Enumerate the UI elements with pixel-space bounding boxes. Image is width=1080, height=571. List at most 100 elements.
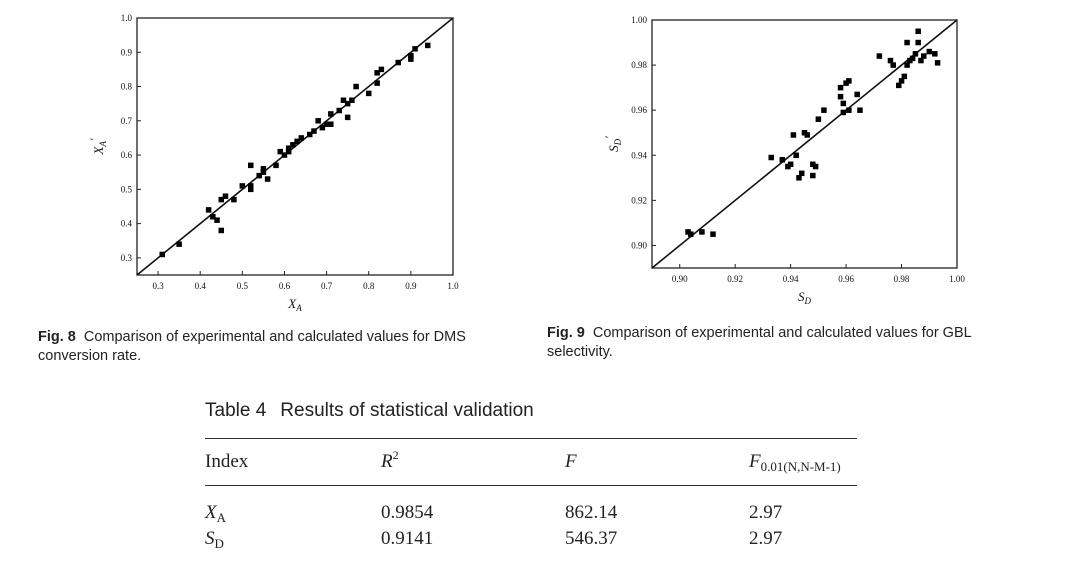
fig9-x-tick-label: 0.96 <box>838 274 854 284</box>
fig9-data-point <box>787 161 794 168</box>
fig8-data-point <box>277 148 284 155</box>
fig9-data-point <box>857 107 863 113</box>
fig9-data-point <box>932 51 938 57</box>
table-title: Table 4 Results of statistical validation <box>205 400 857 428</box>
fig8-data-point <box>336 107 342 114</box>
fig8-y-tick-label: 0.3 <box>121 253 133 263</box>
table-header-row: Index R2 F F0.01(N,N-M-1) <box>205 439 857 485</box>
header-r2: R2 <box>381 448 399 472</box>
fig9-plot-area: 0.90 0.92 0.94 0.96 0.98 1.00 0.90 0.92 0.94 0.96… <box>602 15 965 306</box>
fig8-data-point <box>159 251 166 258</box>
fig8-plot-area: 0.3 0.4 0.5 0.6 0.7 0.8 0.9 1.0 0.3 0.4 0.5 0.6 0.7 0… <box>87 13 459 313</box>
fig9-data-point <box>796 175 802 181</box>
fig9-data-point <box>934 60 941 66</box>
row-f-value: 546.37 <box>565 528 618 549</box>
fig9-data-point <box>812 163 819 170</box>
fig9-x-tick-label: 0.90 <box>672 274 688 284</box>
fig9-data-point <box>815 116 822 122</box>
fig8-data-point <box>273 162 279 169</box>
fig9-x-tick-label: 0.92 <box>727 274 743 284</box>
row-index-sd: SD <box>205 528 224 551</box>
fig8-data-point <box>408 56 414 62</box>
fig8-data-point <box>306 131 313 138</box>
fig8-data-point <box>344 100 351 107</box>
fig8-x-tick-label: 0.5 <box>237 281 249 291</box>
fig9-y-tick-label: 0.90 <box>631 240 647 250</box>
fig8-data-point <box>365 90 372 97</box>
fig8-y-tick-label: 0.8 <box>121 82 133 92</box>
fig8-data-point <box>395 59 401 66</box>
fig8-data-point <box>349 97 355 103</box>
fig8-plot-frame <box>136 17 454 276</box>
fig8-data-point <box>323 121 330 127</box>
fig9-data-point <box>699 229 705 235</box>
fig9-data-point <box>846 78 852 84</box>
fig8-y-tick-label: 0.7 <box>121 116 133 126</box>
fig8-data-point <box>248 186 254 193</box>
fig9-data-point <box>804 132 811 138</box>
fig8-data-point <box>319 124 326 131</box>
fig8-data-point <box>353 83 359 90</box>
fig8-data-point <box>328 121 334 127</box>
fig9-data-point <box>779 157 786 163</box>
fig8-data-point <box>424 42 431 49</box>
fig9-data-point <box>896 82 902 89</box>
fig9-data-point <box>793 152 799 159</box>
fig8-data-point <box>315 118 321 124</box>
fig8-data-point <box>256 172 262 179</box>
fig9-x-tick-label: 0.94 <box>783 274 799 284</box>
fig8-data-point <box>222 193 229 199</box>
fig8-data-point <box>264 176 271 182</box>
fig8-x-tick-label: 0.9 <box>405 281 417 291</box>
fig8-data-point <box>412 46 418 52</box>
header-f: F <box>565 451 577 472</box>
fig9-caption-label: Fig. 9 <box>547 325 585 341</box>
row-r2-value: 0.9854 <box>381 502 434 523</box>
table-header-rule <box>205 485 857 486</box>
fig8-data-point <box>205 207 212 213</box>
fig8-data-point <box>218 196 225 203</box>
header-index: Index <box>205 451 249 472</box>
fig8-data-point <box>248 162 254 169</box>
fig9-data-point <box>918 57 924 64</box>
fig8-caption: Fig. 8 Comparison of experimental and cal… <box>38 328 528 366</box>
fig9-data-point <box>904 62 910 68</box>
fig9-data-point <box>685 229 691 235</box>
fig8-data-point <box>378 66 385 73</box>
fig9-caption: Fig. 9 Comparison of experimental and cal… <box>547 324 1037 362</box>
fig8-y-tick-label: 0.6 <box>121 150 133 160</box>
fig8-data-point <box>231 196 237 203</box>
fig8-x-tick-label: 0.8 <box>363 281 375 291</box>
fig8-data-point <box>176 241 182 247</box>
fig9-data-point <box>801 129 808 136</box>
fig8-data-point <box>340 97 347 103</box>
fig8-data-point <box>344 114 351 121</box>
row-f-value: 862.14 <box>565 502 618 523</box>
fig9-x-tick-label: 1.00 <box>949 274 965 284</box>
fig8-x-tick-label: 0.4 <box>195 281 207 291</box>
statistics-table-body: XA 0.9854 862.14 2.97 SD 0.9141 546.37 2… <box>205 500 857 552</box>
fig8-data-point <box>311 128 317 134</box>
fig8-data-point <box>374 80 380 86</box>
fig8-data-point <box>408 52 414 59</box>
fig9-data-point <box>810 161 816 168</box>
fig9-y-axis-label: SD′ <box>602 136 623 152</box>
row-fcrit-value: 2.97 <box>749 502 783 523</box>
fig8-data-point <box>285 148 292 155</box>
statistics-table-block: Table 4 Results of statistical validation… <box>205 400 857 552</box>
fig9-data-point <box>854 91 860 98</box>
fig8-data-point <box>218 227 225 234</box>
fig8-data-point <box>285 145 292 151</box>
fig8-data-point <box>281 152 288 158</box>
fig8-x-tick-label: 0.7 <box>321 281 333 291</box>
fig8-x-axis-label: XA <box>287 296 302 313</box>
fig8-data-point <box>298 135 305 141</box>
fig9-data-point <box>890 62 896 68</box>
fig8-y-tick-label: 0.4 <box>121 219 133 229</box>
fig9-data-point <box>843 80 849 86</box>
fig9-data-point <box>837 84 844 91</box>
table-row: SD 0.9141 546.37 2.97 <box>205 526 857 552</box>
fig9-data-point <box>840 100 847 107</box>
fig9-data-point <box>912 51 919 57</box>
statistics-table: Index R2 F F0.01(N,N-M-1) <box>205 439 857 485</box>
